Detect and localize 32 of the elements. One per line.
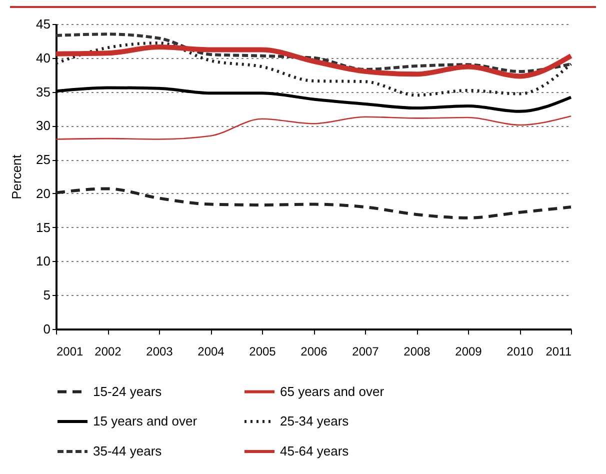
y-tick-label: 45: [36, 16, 50, 32]
x-tick-label: 2008: [404, 344, 431, 358]
line-series: [54, 41, 572, 97]
legend-label: 65 years and over: [280, 384, 385, 399]
y-tick-label: 10: [36, 254, 50, 269]
x-tick-label: 2004: [198, 344, 225, 358]
y-tick-label: 0: [43, 322, 50, 336]
x-tick-label: 2002: [94, 344, 122, 358]
legend-label: 45-64 years: [280, 444, 350, 458]
line-series: [54, 187, 572, 220]
y-tick-label: 35: [36, 84, 50, 100]
x-tick-label: 2009: [455, 344, 482, 358]
x-tick-label: 2005: [249, 344, 276, 358]
legend-label: 25-34 years: [280, 414, 350, 428]
line-series: [54, 32, 572, 73]
y-tick-label: 5: [43, 288, 50, 303]
y-tick-label: 25: [36, 152, 50, 168]
x-tick-label: 2003: [146, 344, 174, 358]
y-tick-label: 40: [36, 50, 50, 66]
x-tick-label: 2010: [506, 344, 534, 358]
legend-label: 15-24 years: [93, 384, 162, 399]
legend-label: 35-44 years: [93, 444, 162, 458]
y-tick-label: 15: [36, 220, 50, 235]
x-tick-label: 2006: [300, 344, 328, 358]
y-tick-label: 20: [36, 186, 50, 201]
x-tick-label: 2011: [546, 344, 572, 358]
x-tick-label: 2001: [56, 344, 84, 358]
y-tick-label: 30: [36, 118, 50, 134]
x-tick-label: 2007: [352, 344, 380, 358]
y-axis-title: Percent: [9, 154, 24, 200]
line-series: [55, 116, 572, 140]
legend-label: 15 years and over: [93, 414, 198, 428]
